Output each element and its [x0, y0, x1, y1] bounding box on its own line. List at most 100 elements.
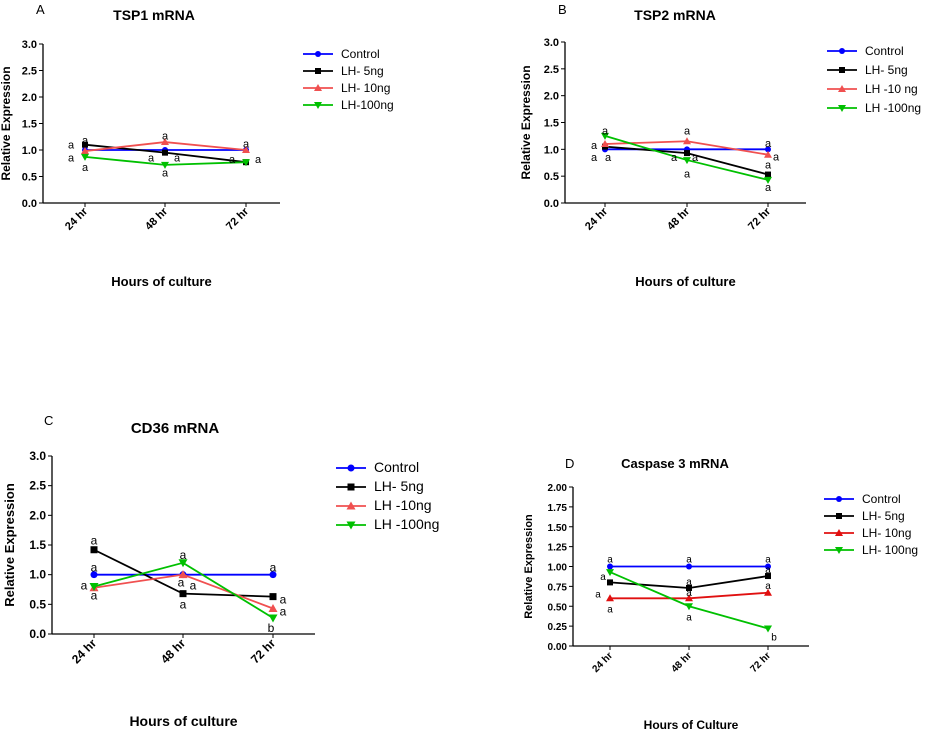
- series-3: [601, 132, 772, 184]
- chart-title: TSP2 mRNA: [634, 7, 716, 23]
- y-tick-label: 1.5: [544, 118, 559, 130]
- y-tick-label: 0.5: [29, 597, 46, 611]
- data-point: [606, 594, 614, 602]
- y-axis-title: Relative Expression: [2, 483, 17, 607]
- x-tick-label: 72 hr: [746, 205, 774, 233]
- significance-label: a: [91, 533, 98, 547]
- significance-label: a: [178, 575, 185, 589]
- series-2: [606, 588, 772, 602]
- data-point: [178, 559, 188, 568]
- legend-marker: [836, 496, 842, 502]
- x-axis-title: Hours of culture: [129, 713, 237, 729]
- panel-letter: A: [36, 2, 45, 17]
- y-tick-label: 0.5: [22, 172, 37, 184]
- significance-label: a: [686, 613, 692, 624]
- significance-label: a: [605, 152, 612, 164]
- x-tick-label: 24 hr: [63, 205, 91, 233]
- data-point: [764, 150, 772, 158]
- significance-label: a: [607, 605, 613, 616]
- data-point: [606, 569, 614, 577]
- significance-label: a: [686, 577, 692, 588]
- y-tick-label: 2.5: [29, 479, 46, 493]
- legend-marker: [347, 483, 355, 491]
- y-tick-label: 1.5: [29, 538, 46, 552]
- y-tick-label: 1.25: [548, 543, 568, 554]
- significance-label: a: [82, 162, 89, 174]
- x-axis-title: Hours of culture: [635, 274, 735, 289]
- significance-label: a: [190, 578, 197, 592]
- data-point: [683, 137, 691, 145]
- y-tick-label: 0.50: [548, 602, 568, 613]
- significance-label: a: [91, 588, 98, 602]
- data-point: [685, 594, 693, 602]
- significance-label: b: [771, 632, 777, 643]
- legend-marker: [838, 85, 846, 92]
- data-point: [764, 176, 772, 184]
- x-axis-title: Hours of Culture: [644, 718, 739, 731]
- x-tick-label: 24 hr: [590, 650, 615, 675]
- significance-label: a: [82, 135, 89, 147]
- significance-label: a: [91, 561, 98, 575]
- legend-label: LH- 10ng: [341, 81, 390, 95]
- series-3: [89, 559, 278, 623]
- panel-c: C CD36 mRNA 0.0 0.5 1.0 1.5 2.0 2.5 3.0 24 hr 48 h…: [2, 413, 439, 729]
- chart-title: CD36 mRNA: [131, 420, 220, 437]
- legend-marker: [315, 51, 321, 57]
- y-tick-label: 3.0: [544, 37, 559, 49]
- legend-label: LH- 5ng: [862, 509, 905, 523]
- legend-marker: [314, 84, 322, 91]
- data-point: [607, 563, 613, 570]
- data-point: [268, 614, 278, 623]
- legend-label: LH -10 ng: [865, 82, 918, 96]
- legend-label: LH-100ng: [341, 98, 394, 112]
- data-point: [161, 161, 169, 169]
- x-tick-label: 72 hr: [248, 636, 278, 666]
- data-point: [683, 157, 691, 165]
- significance-label: a: [765, 138, 772, 150]
- significance-label: a: [270, 561, 277, 575]
- significance-label: a: [773, 151, 780, 163]
- x-tick-label: 24 hr: [583, 205, 611, 233]
- series-2: [81, 138, 250, 155]
- legend-label: LH- 10ng: [862, 526, 911, 540]
- significance-label: a: [602, 126, 609, 138]
- x-tick-label: 48 hr: [669, 650, 694, 675]
- data-point: [90, 571, 98, 579]
- significance-label: a: [600, 572, 606, 583]
- significance-label: a: [162, 167, 169, 179]
- legend: Control LH- 5ng LH -10 ng LH -100ng: [827, 44, 921, 115]
- significance-label: a: [243, 139, 250, 151]
- y-tick-label: 0.0: [544, 198, 559, 210]
- legend-label: Control: [865, 44, 904, 58]
- data-point: [765, 146, 771, 153]
- significance-label: a: [81, 578, 88, 592]
- y-tick-label: 2.0: [544, 91, 559, 103]
- y-tick-label: 3.0: [29, 449, 46, 463]
- data-point: [686, 563, 692, 570]
- data-point: [764, 588, 772, 596]
- panel-b: B TSP2 mRNA 0.0 0.5 1.0 1.5 2.0 2.5 3.0 24 hr 48 h…: [519, 2, 921, 289]
- significance-label: a: [765, 565, 771, 576]
- legend-label: LH -10ng: [374, 497, 432, 513]
- significance-label: a: [148, 152, 155, 164]
- data-point: [268, 603, 278, 612]
- x-tick-label: 48 hr: [158, 636, 188, 666]
- significance-label: a: [591, 152, 598, 164]
- panel-letter: D: [565, 456, 574, 471]
- data-point: [684, 150, 690, 157]
- significance-label: a: [686, 555, 692, 566]
- y-tick-label: 0.0: [29, 627, 46, 641]
- significance-label: a: [174, 152, 181, 164]
- data-point: [607, 579, 613, 586]
- panel-letter: C: [44, 413, 53, 428]
- data-point: [242, 159, 250, 167]
- significance-label: a: [595, 590, 601, 601]
- legend-label: LH -100ng: [865, 101, 921, 115]
- y-tick-label: 1.0: [29, 568, 46, 582]
- data-point: [685, 603, 693, 611]
- significance-label: a: [180, 597, 187, 611]
- y-tick-label: 0.5: [544, 171, 559, 183]
- legend-marker: [347, 464, 355, 472]
- data-point: [161, 138, 169, 146]
